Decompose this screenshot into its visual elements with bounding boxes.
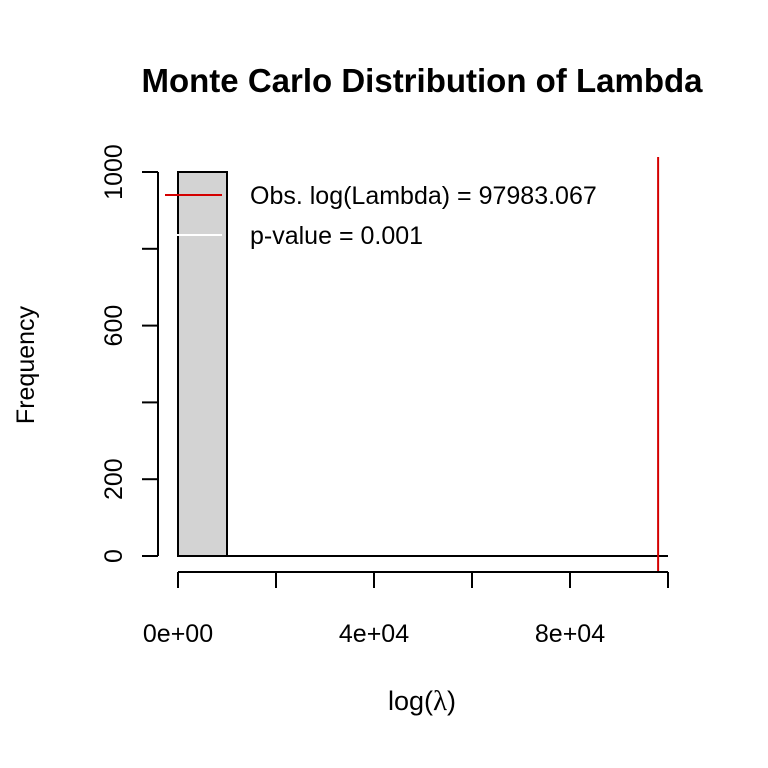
legend-entry-label: p-value = 0.001 — [250, 222, 423, 250]
x-axis-label-symbol: λ — [433, 685, 447, 717]
x-tick-label: 4e+04 — [339, 620, 409, 648]
legend: Obs. log(Lambda) = 97983.067 p-value = 0.… — [165, 182, 597, 250]
x-axis-label-prefix: log( — [388, 686, 433, 716]
x-axis: 0e+00 4e+04 8e+04 — [143, 571, 669, 648]
legend-entry-label: Obs. log(Lambda) = 97983.067 — [250, 182, 597, 210]
y-tick-label: 200 — [100, 458, 128, 500]
x-tick-label: 0e+00 — [143, 620, 213, 648]
x-axis-label: log(λ) — [388, 685, 456, 717]
y-tick-label: 600 — [100, 305, 128, 347]
x-tick-label: 8e+04 — [535, 620, 605, 648]
chart-title: Monte Carlo Distribution of Lambda — [142, 62, 704, 99]
y-tick-label: 0 — [100, 549, 128, 563]
y-tick-label: 1000 — [100, 144, 128, 200]
x-axis-label-suffix: ) — [447, 686, 456, 716]
y-axis: 0 200 600 1000 — [100, 144, 159, 563]
y-axis-label: Frequency — [12, 305, 40, 424]
histogram-bar — [177, 171, 228, 557]
